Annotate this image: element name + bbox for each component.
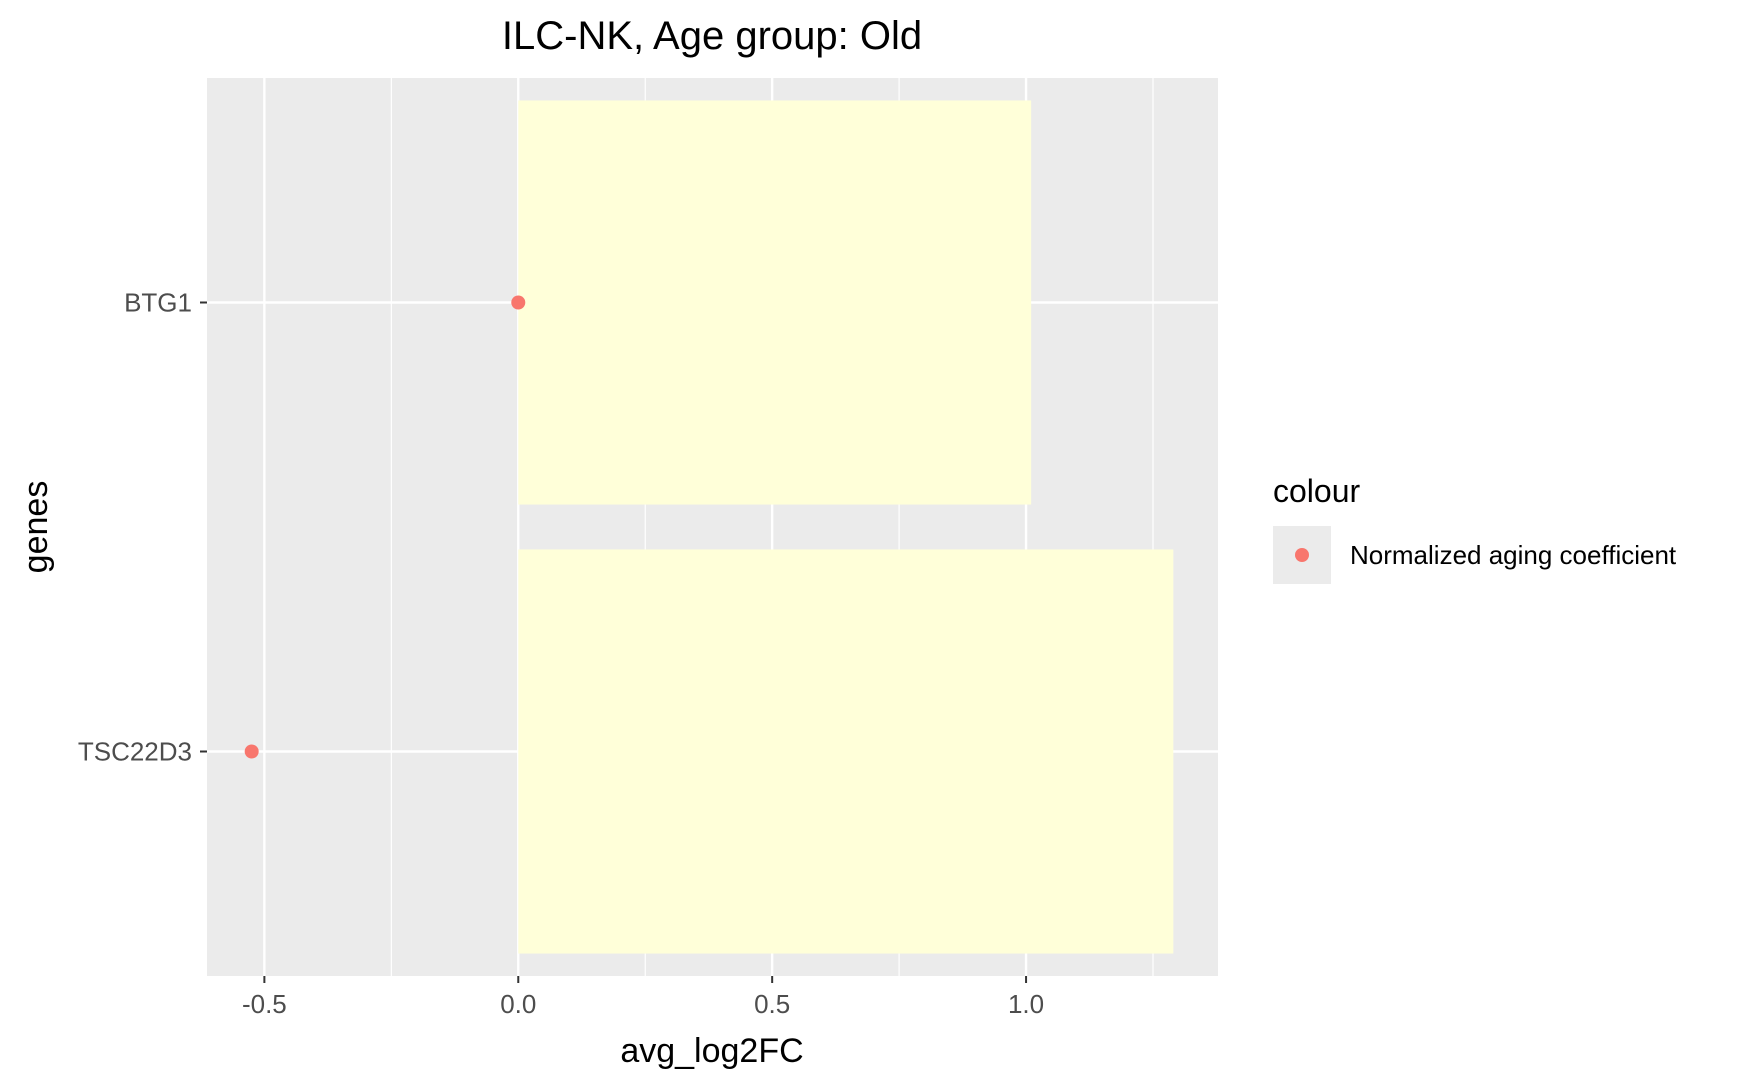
data-point — [244, 744, 259, 759]
legend-title: colour — [1273, 473, 1361, 509]
chart-title: ILC-NK, Age group: Old — [502, 14, 922, 58]
y-axis-title: genes — [17, 481, 55, 574]
x-tick-label: -0.5 — [242, 989, 287, 1019]
x-tick-label: 1.0 — [1008, 989, 1044, 1019]
bars — [518, 100, 1174, 954]
legend-label: Normalized aging coefficient — [1350, 540, 1677, 570]
y-tick-label: TSC22D3 — [78, 737, 192, 767]
y-tick-label: BTG1 — [124, 288, 192, 318]
x-axis: -0.5 0.0 0.5 1.0 — [242, 976, 1044, 1019]
bar — [518, 549, 1174, 954]
points — [244, 295, 526, 759]
x-tick-label: 0.5 — [754, 989, 790, 1019]
x-axis-title: avg_log2FC — [620, 1032, 803, 1070]
legend: colour Normalized aging coefficient — [1273, 473, 1677, 584]
legend-key-point — [1295, 548, 1309, 562]
bar — [518, 100, 1032, 505]
x-tick-label: 0.0 — [500, 989, 536, 1019]
y-axis: BTG1 TSC22D3 — [78, 288, 207, 767]
data-point — [511, 295, 526, 310]
